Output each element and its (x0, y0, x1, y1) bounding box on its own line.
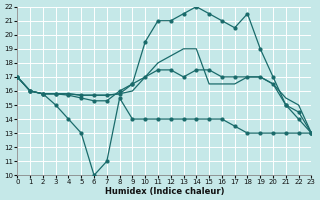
X-axis label: Humidex (Indice chaleur): Humidex (Indice chaleur) (105, 187, 224, 196)
